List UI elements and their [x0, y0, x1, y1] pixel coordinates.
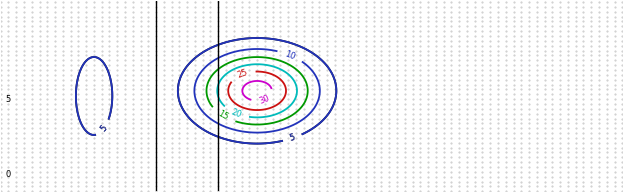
Text: 5: 5 — [98, 124, 109, 134]
Text: 30: 30 — [258, 93, 271, 105]
Text: 20: 20 — [230, 107, 243, 120]
Text: 5: 5 — [6, 95, 11, 104]
Text: 5: 5 — [288, 133, 297, 143]
Text: 25: 25 — [236, 68, 249, 80]
Text: 5: 5 — [288, 133, 297, 143]
Text: 10: 10 — [283, 49, 297, 61]
Text: 0: 0 — [6, 170, 11, 179]
Text: 5: 5 — [98, 124, 109, 134]
Text: 15: 15 — [216, 109, 230, 122]
